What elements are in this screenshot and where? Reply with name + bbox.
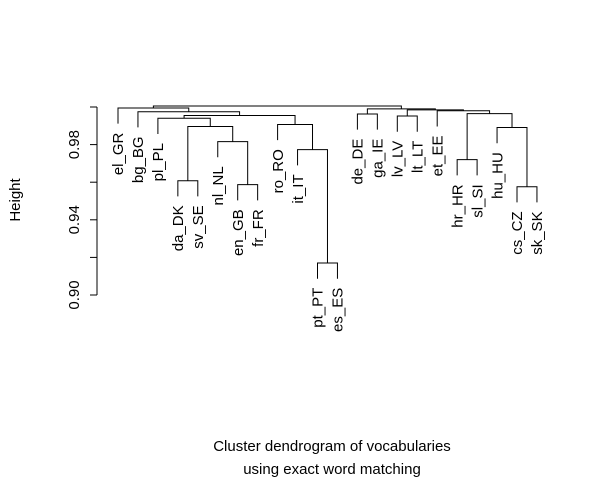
leaf-label: et_EE [429,135,446,176]
leaf-label: lv_LV [390,141,407,177]
leaf-label: lt_LT [410,141,427,173]
leaf-label: sv_SE [190,205,207,248]
leaf-label: pt_PT [310,288,327,328]
leaf-label: el_GR [110,132,127,175]
y-tick-label: 0.94 [66,205,83,234]
dendrogram-link [152,105,402,109]
leaf-label: pl_PL [150,143,167,181]
y-tick-label: 0.98 [66,130,83,159]
dendrogram-link [137,111,241,128]
dendrogram-link [277,123,314,150]
leaf-label: da_DK [170,205,187,251]
leaf-label: de_DE [350,139,367,185]
dendrogram-link [456,159,478,176]
x-axis-label: Cluster dendrogram of vocabularies [213,438,451,455]
dendrogram-link [183,114,296,125]
y-tick-label: 0.90 [66,280,83,309]
leaf-label: fr_FR [250,209,267,247]
dendrogram-link [117,107,190,124]
leaf-label: sl_SI [469,184,486,217]
leaf-label: es_ES [330,288,347,332]
leaf-label: ro_RO [270,149,287,193]
leaf-label: hu_HU [489,152,506,199]
x-axis-label: using exact word matching [243,461,421,478]
leaf-label: nl_NL [210,166,227,205]
dendrogram-link [237,184,259,201]
leaf-label: ga_IE [370,139,387,178]
dendrogram-link [356,113,378,130]
dendrogram-link [297,149,328,264]
dendrogram-link [516,186,538,203]
leaf-label: it_IT [290,174,307,203]
dendrogram-link [396,115,418,132]
dendrogram-link [317,262,338,279]
leaf-label: en_GB [230,209,247,256]
leaf-label: cs_CZ [509,211,526,254]
y-axis-label: Height [7,177,24,221]
leaf-label: hr_HR [449,184,466,228]
leaf-label: bg_BG [130,136,147,183]
dendrogram-link [177,180,199,197]
leaf-label: sk_SK [529,211,546,254]
